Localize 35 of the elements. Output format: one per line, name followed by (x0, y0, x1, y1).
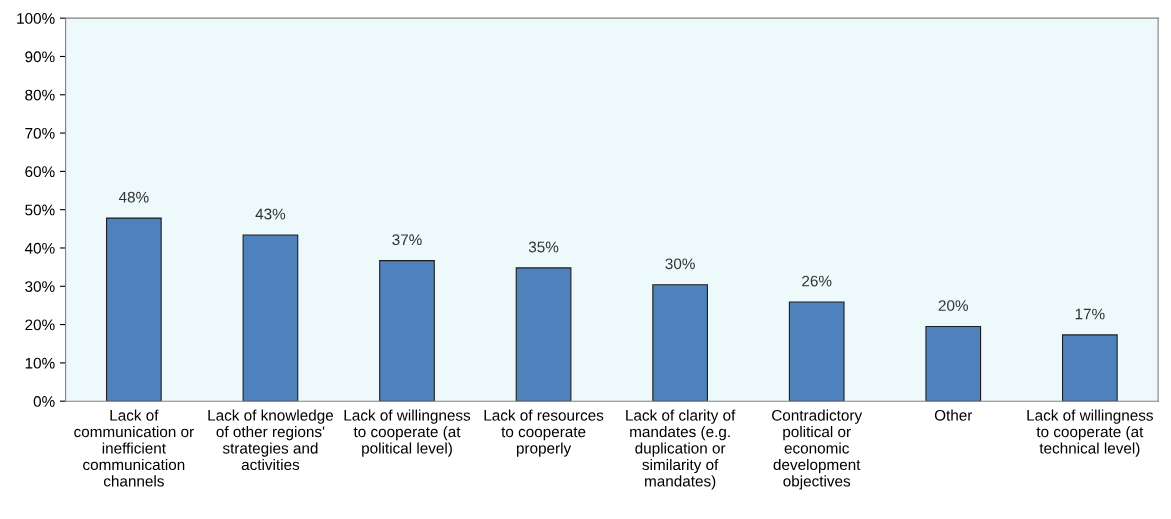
y-tick-label: 50% (25, 204, 55, 216)
x-tick-label: Lack of clarity of mandates (e.g. duplication or similarity of mandates) (626, 409, 736, 490)
y-tick-label: 100% (17, 13, 55, 24)
y-tick-label: 60% (25, 166, 55, 178)
x-tick-label: Contradictory political or economic development objectives (772, 409, 863, 490)
x-tick-label: Other (934, 409, 973, 421)
y-tick-label: 0% (33, 396, 55, 407)
data-label: 17% (1075, 308, 1105, 320)
data-label: 20% (938, 300, 969, 311)
y-tick-label: 70% (25, 127, 55, 139)
data-label: 26% (802, 275, 832, 287)
y-tick-label: 80% (25, 89, 55, 101)
data-label: 35% (528, 241, 559, 253)
bar (515, 267, 572, 402)
bar (652, 284, 709, 402)
y-tick-label: 20% (25, 319, 55, 331)
x-tick-label: Lack of willingness to cooperate (at technical level) (1027, 409, 1153, 457)
y-tick-label: 10% (25, 357, 55, 369)
data-label: 37% (392, 234, 422, 246)
bar (242, 234, 299, 402)
y-tick-label: 30% (25, 281, 55, 292)
x-tick-label: Lack of communication or inefficient communication channels (74, 409, 194, 487)
bar (379, 260, 435, 402)
x-tick-label: Lack of willingness to cooperate (at political level) (344, 409, 471, 457)
bar (925, 325, 982, 402)
data-label: 48% (118, 191, 149, 203)
y-tick-label: 40% (24, 242, 55, 254)
data-label: 30% (665, 258, 695, 270)
bar (105, 217, 162, 402)
x-tick-label: Lack of resources to cooperate properly (484, 409, 604, 457)
y-tick-label: 90% (25, 51, 55, 63)
bar (788, 301, 845, 402)
bar (1061, 334, 1118, 402)
data-label: 43% (255, 208, 286, 220)
x-tick-label: Lack of knowledge of other regions' strategies and activities (208, 409, 334, 471)
